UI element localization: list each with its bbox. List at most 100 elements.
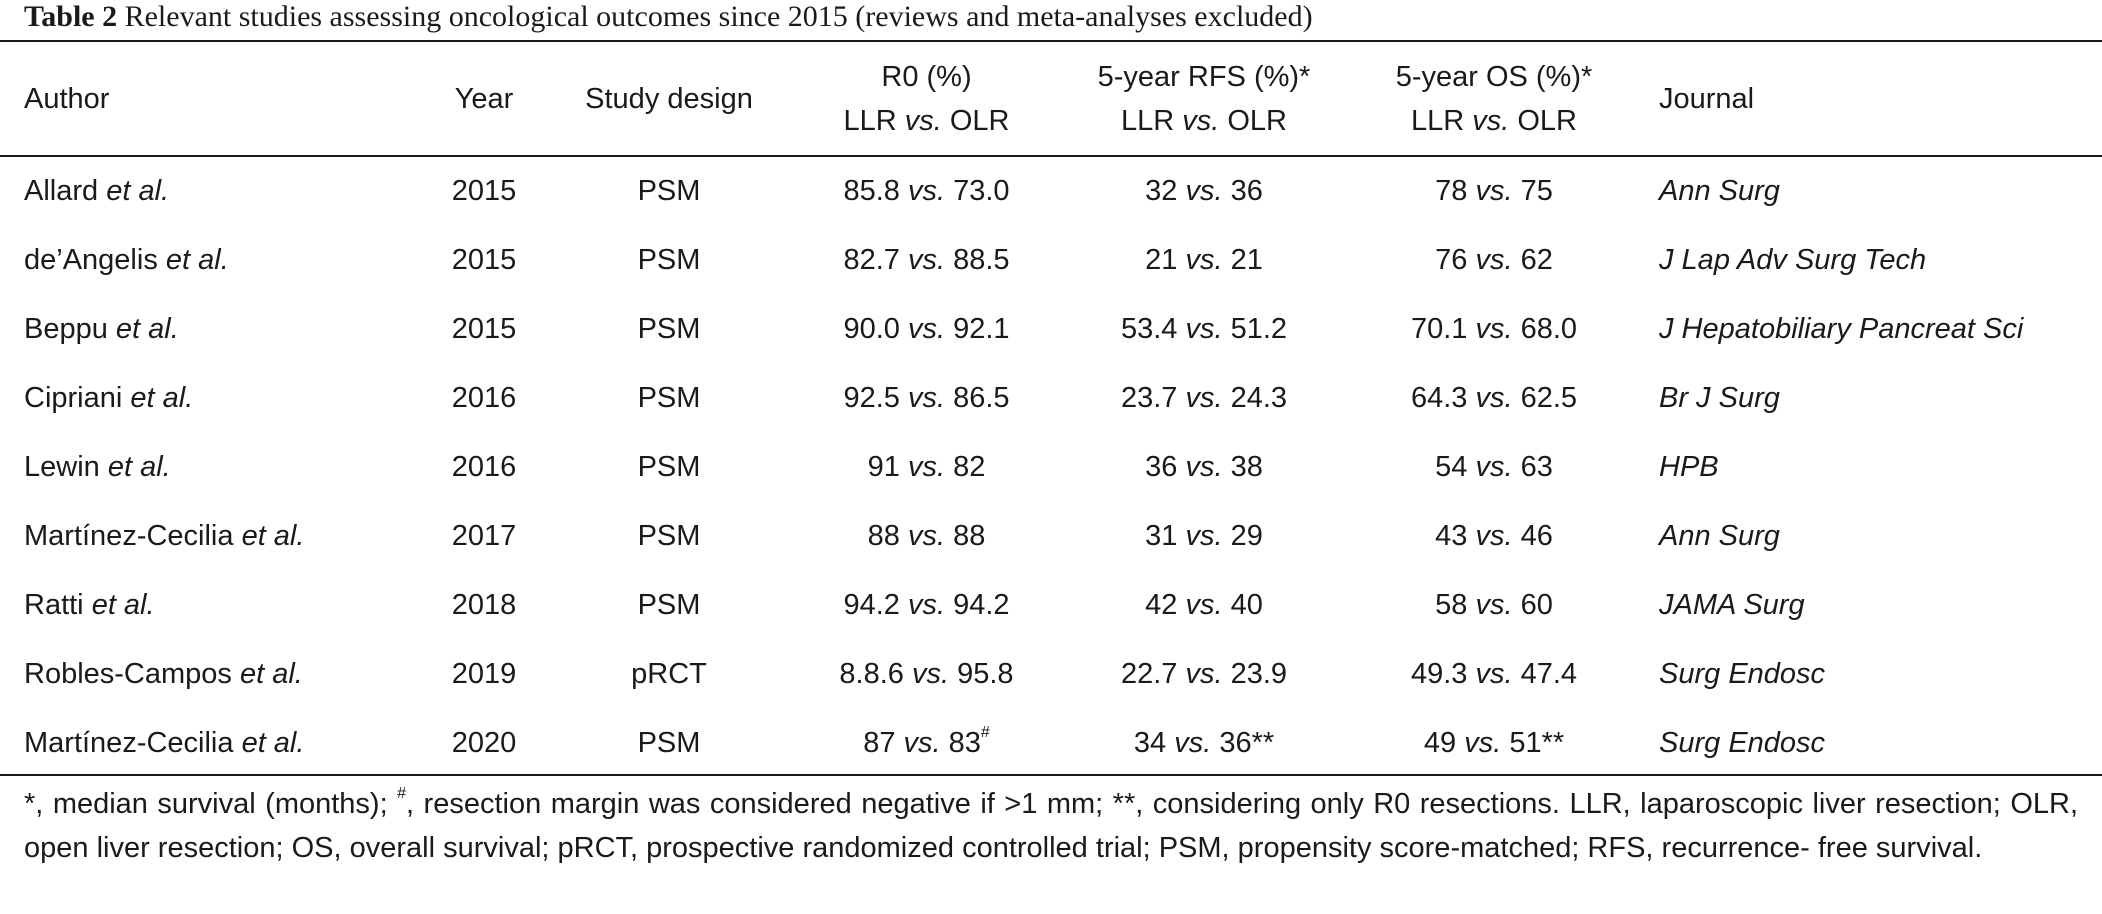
vs-label: vs. xyxy=(1185,244,1223,276)
r0-olr: 73.0 xyxy=(953,175,1010,207)
journal-name: J Lap Adv Surg Tech xyxy=(1659,244,1927,276)
vs-label: vs. xyxy=(1185,313,1223,345)
table-row: Lewin et al. 2016 PSM 91 vs. 82 36 vs. 38 54 … xyxy=(0,433,2102,502)
table-caption: Table 2 Relevant studies assessing oncol… xyxy=(24,0,2084,36)
cell-r0: 82.7 vs. 88.5 xyxy=(794,226,1059,295)
cell-os: 70.1 vs. 68.0 xyxy=(1349,295,1639,364)
header-journal: Journal xyxy=(1659,82,1755,115)
r0-olr: 95.8 xyxy=(957,658,1014,690)
author-name: Allard xyxy=(24,175,107,207)
os-llr: 70.1 xyxy=(1410,313,1468,345)
r0-note-mark: # xyxy=(980,724,990,742)
cell-r0: 94.2 vs. 94.2 xyxy=(794,571,1059,640)
table-footnote: *, median survival (months); #, resectio… xyxy=(24,782,2078,870)
r0-olr: 88 xyxy=(953,520,986,552)
journal-name: JAMA Surg xyxy=(1659,589,1805,621)
cell-year: 2017 xyxy=(451,520,517,552)
footnote-part-2: , resection margin was considered negati… xyxy=(24,788,2078,864)
studies-table: Author Year Study design R0 (%) LLR vs. … xyxy=(0,42,2102,778)
r0-llr: 82.7 xyxy=(843,244,900,276)
et-al: et al. xyxy=(130,382,194,414)
vs-label: vs. xyxy=(907,451,946,483)
vs-label: vs. xyxy=(907,382,946,414)
cell-study-design: PSM xyxy=(637,520,701,552)
r0-olr: 92.1 xyxy=(953,313,1010,345)
vs-label: vs. xyxy=(1475,451,1513,483)
rfs-olr: 21 xyxy=(1230,244,1263,276)
cell-author: de’Angelis et al. xyxy=(0,226,424,295)
table-row: Beppu et al. 2015 PSM 90.0 vs. 92.1 53.4 vs.… xyxy=(0,295,2102,364)
os-llr: 43 xyxy=(1435,520,1468,552)
et-al: et al. xyxy=(107,451,171,483)
author-name: de’Angelis xyxy=(24,244,166,276)
cell-r0: 92.5 vs. 86.5 xyxy=(794,364,1059,433)
vs-label: vs. xyxy=(911,658,950,690)
footnote-hash-mark: # xyxy=(397,785,407,803)
cell-year: 2018 xyxy=(451,589,517,621)
header-llr: LLR xyxy=(843,104,905,137)
cell-r0: 91 vs. 82 xyxy=(794,433,1059,502)
table-row: Martínez-Cecilia et al. 2020 PSM 87 vs. 83#… xyxy=(0,709,2102,778)
os-llr: 64.3 xyxy=(1410,382,1468,414)
r0-llr: 8.8.6 xyxy=(839,658,904,690)
rfs-olr: 38 xyxy=(1230,451,1263,483)
author-name: Cipriani xyxy=(24,382,131,414)
header-vs: vs. xyxy=(904,104,942,137)
vs-label: vs. xyxy=(1185,520,1223,552)
header-row: Author Year Study design R0 (%) LLR vs. … xyxy=(0,42,2102,155)
header-vs: vs. xyxy=(1182,104,1220,137)
r0-llr: 91 xyxy=(867,451,900,483)
os-olr: 51** xyxy=(1509,727,1565,759)
vs-label: vs. xyxy=(1475,313,1513,345)
cell-rfs: 34 vs. 36** xyxy=(1059,709,1349,778)
cell-rfs: 36 vs. 38 xyxy=(1059,433,1349,502)
header-study-design: Study design xyxy=(585,82,753,115)
cell-year: 2015 xyxy=(451,313,517,345)
r0-llr: 94.2 xyxy=(843,589,900,621)
r0-llr: 92.5 xyxy=(843,382,900,414)
cell-rfs: 53.4 vs. 51.2 xyxy=(1059,295,1349,364)
cell-r0: 88 vs. 88 xyxy=(794,502,1059,571)
os-olr: 75 xyxy=(1520,175,1553,207)
vs-label: vs. xyxy=(1174,727,1212,759)
header-rfs-comparison: LLR vs. OLR xyxy=(1059,99,1349,143)
cell-year: 2015 xyxy=(451,244,517,276)
vs-label: vs. xyxy=(1475,382,1513,414)
rfs-llr: 53.4 xyxy=(1120,313,1178,345)
table-row: Cipriani et al. 2016 PSM 92.5 vs. 86.5 23.7 … xyxy=(0,364,2102,433)
header-os: 5-year OS (%)* LLR vs. OLR xyxy=(1349,42,1639,155)
os-olr: 62 xyxy=(1520,244,1553,276)
rfs-olr: 29 xyxy=(1230,520,1263,552)
os-olr: 47.4 xyxy=(1520,658,1578,690)
rfs-olr: 23.9 xyxy=(1230,658,1288,690)
cell-journal: HPB xyxy=(1639,433,2102,502)
vs-label: vs. xyxy=(1185,175,1223,207)
os-olr: 62.5 xyxy=(1520,382,1578,414)
author-name: Ratti xyxy=(24,589,92,621)
cell-journal: Ann Surg xyxy=(1639,155,2102,226)
rfs-llr: 31 xyxy=(1145,520,1178,552)
rfs-olr: 36 xyxy=(1230,175,1263,207)
et-al: et al. xyxy=(241,520,305,552)
vs-label: vs. xyxy=(1475,520,1513,552)
et-al: et al. xyxy=(165,244,229,276)
vs-label: vs. xyxy=(1475,589,1513,621)
table-row: Ratti et al. 2018 PSM 94.2 vs. 94.2 42 vs. 4… xyxy=(0,571,2102,640)
header-r0-title: R0 (%) xyxy=(881,60,972,93)
cell-rfs: 21 vs. 21 xyxy=(1059,226,1349,295)
journal-name: J Hepatobiliary Pancreat Sci xyxy=(1659,313,2024,345)
author-name: Robles-Campos xyxy=(24,658,240,690)
os-olr: 68.0 xyxy=(1520,313,1578,345)
r0-llr: 90.0 xyxy=(843,313,900,345)
r0-olr: 82 xyxy=(953,451,986,483)
cell-study-design: PSM xyxy=(637,589,701,621)
os-olr: 46 xyxy=(1520,520,1553,552)
r0-llr: 88 xyxy=(867,520,900,552)
r0-olr: 83 xyxy=(948,727,981,759)
cell-r0: 85.8 vs. 73.0 xyxy=(794,155,1059,226)
rfs-llr: 21 xyxy=(1145,244,1178,276)
header-os-comparison: LLR vs. OLR xyxy=(1349,99,1639,143)
os-llr: 78 xyxy=(1435,175,1468,207)
os-olr: 60 xyxy=(1520,589,1553,621)
